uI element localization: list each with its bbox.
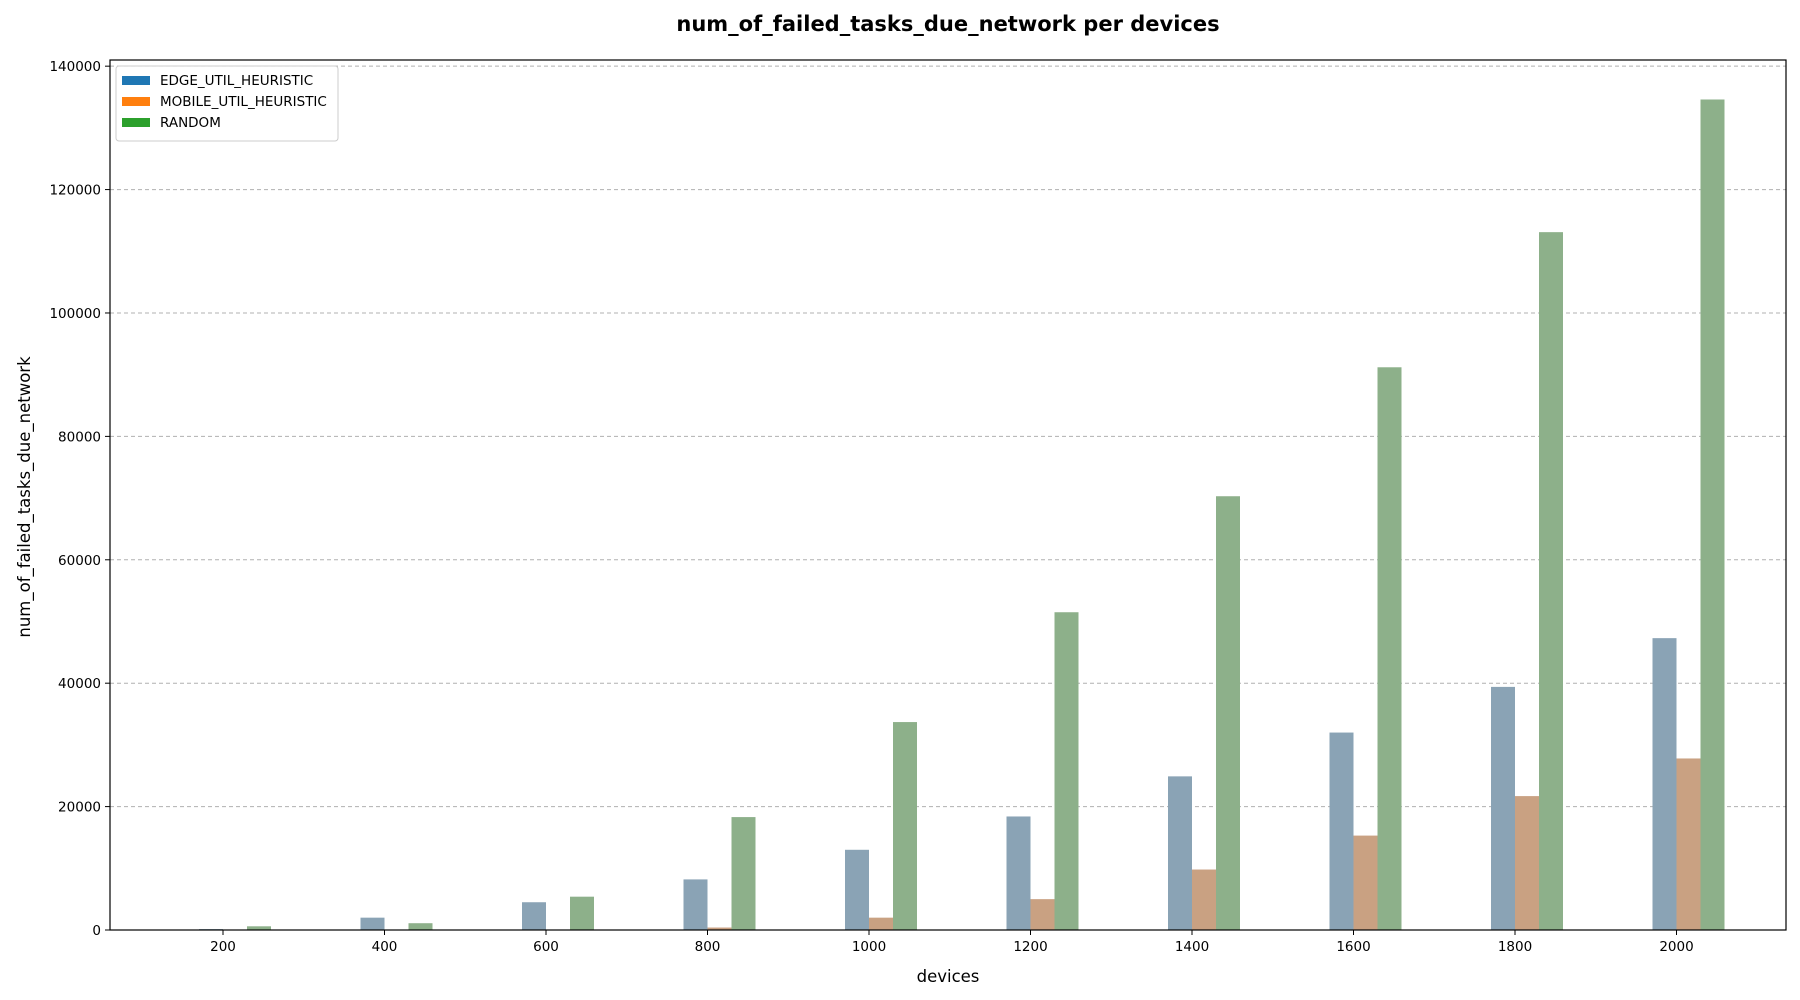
bar-mobile-util-heuristic (707, 927, 732, 930)
x-tick-label: 1000 (852, 939, 886, 955)
y-axis-title: num_of_failed_tasks_due_network (15, 356, 35, 638)
bar-edge-util-heuristic (845, 849, 869, 930)
bars (199, 99, 1725, 931)
legend-label: MOBILE_UTIL_HEURISTIC (160, 94, 327, 110)
legend-label: EDGE_UTIL_HEURISTIC (160, 73, 313, 89)
bar-random (731, 817, 756, 930)
bar-random (1377, 367, 1402, 930)
legend: EDGE_UTIL_HEURISTIC MOBILE_UTIL_HEURISTIC… (115, 65, 339, 142)
legend-swatch (122, 76, 150, 85)
legend-swatch (122, 118, 150, 127)
y-tick-label: 120000 (49, 183, 101, 199)
bar-edge-util-heuristic (522, 902, 546, 930)
bar-mobile-util-heuristic (1515, 796, 1539, 930)
axes: 0 20000 40000 60000 80000 100000 120000 140000 2… (49, 59, 1787, 955)
bar-random (1539, 232, 1563, 931)
bar-random (408, 923, 433, 930)
y-tick-label: 40000 (58, 676, 101, 692)
bar-edge-util-heuristic (683, 879, 708, 930)
bar-random (570, 896, 594, 930)
x-tick-label: 1800 (1498, 939, 1532, 955)
bar-mobile-util-heuristic (1676, 758, 1701, 930)
bar-mobile-util-heuristic (1030, 899, 1055, 930)
x-tick-label: 1600 (1336, 939, 1370, 955)
bar-edge-util-heuristic (1006, 816, 1031, 930)
bar-mobile-util-heuristic (1353, 835, 1378, 930)
y-tick-label: 20000 (58, 800, 101, 816)
bar-random (1054, 612, 1079, 930)
x-axis-title: devices (917, 967, 980, 986)
bar-edge-util-heuristic (1168, 776, 1192, 930)
y-tick-label: 60000 (58, 553, 101, 569)
bar-edge-util-heuristic (1329, 732, 1354, 930)
chart-title: num_of_failed_tasks_due_network per devi… (676, 12, 1219, 36)
bar-mobile-util-heuristic (1192, 869, 1216, 930)
bar-random (247, 926, 271, 930)
y-tick-label: 0 (92, 923, 101, 939)
bar-edge-util-heuristic (1491, 686, 1515, 930)
x-tick-label: 600 (533, 939, 559, 955)
x-tick-label: 1400 (1175, 939, 1209, 955)
bar-random (1216, 496, 1240, 930)
bar-random (1700, 99, 1725, 930)
bar-edge-util-heuristic (360, 917, 385, 930)
x-tick-label: 2000 (1659, 939, 1693, 955)
x-tick-label: 800 (695, 939, 721, 955)
x-tick-label: 200 (210, 939, 236, 955)
plot-frame (109, 59, 1787, 931)
legend-swatch (122, 97, 150, 106)
x-tick-label: 400 (372, 939, 398, 955)
x-tick-label: 1200 (1013, 939, 1047, 955)
bar-random (893, 722, 917, 930)
gridlines (110, 65, 1786, 808)
bar-edge-util-heuristic (1652, 638, 1677, 930)
y-tick-label: 80000 (58, 429, 101, 445)
y-tick-label: 100000 (49, 306, 101, 322)
bar-mobile-util-heuristic (869, 917, 893, 930)
legend-label: RANDOM (160, 115, 221, 131)
legend-box (115, 65, 339, 142)
y-tick-label: 140000 (49, 59, 101, 75)
